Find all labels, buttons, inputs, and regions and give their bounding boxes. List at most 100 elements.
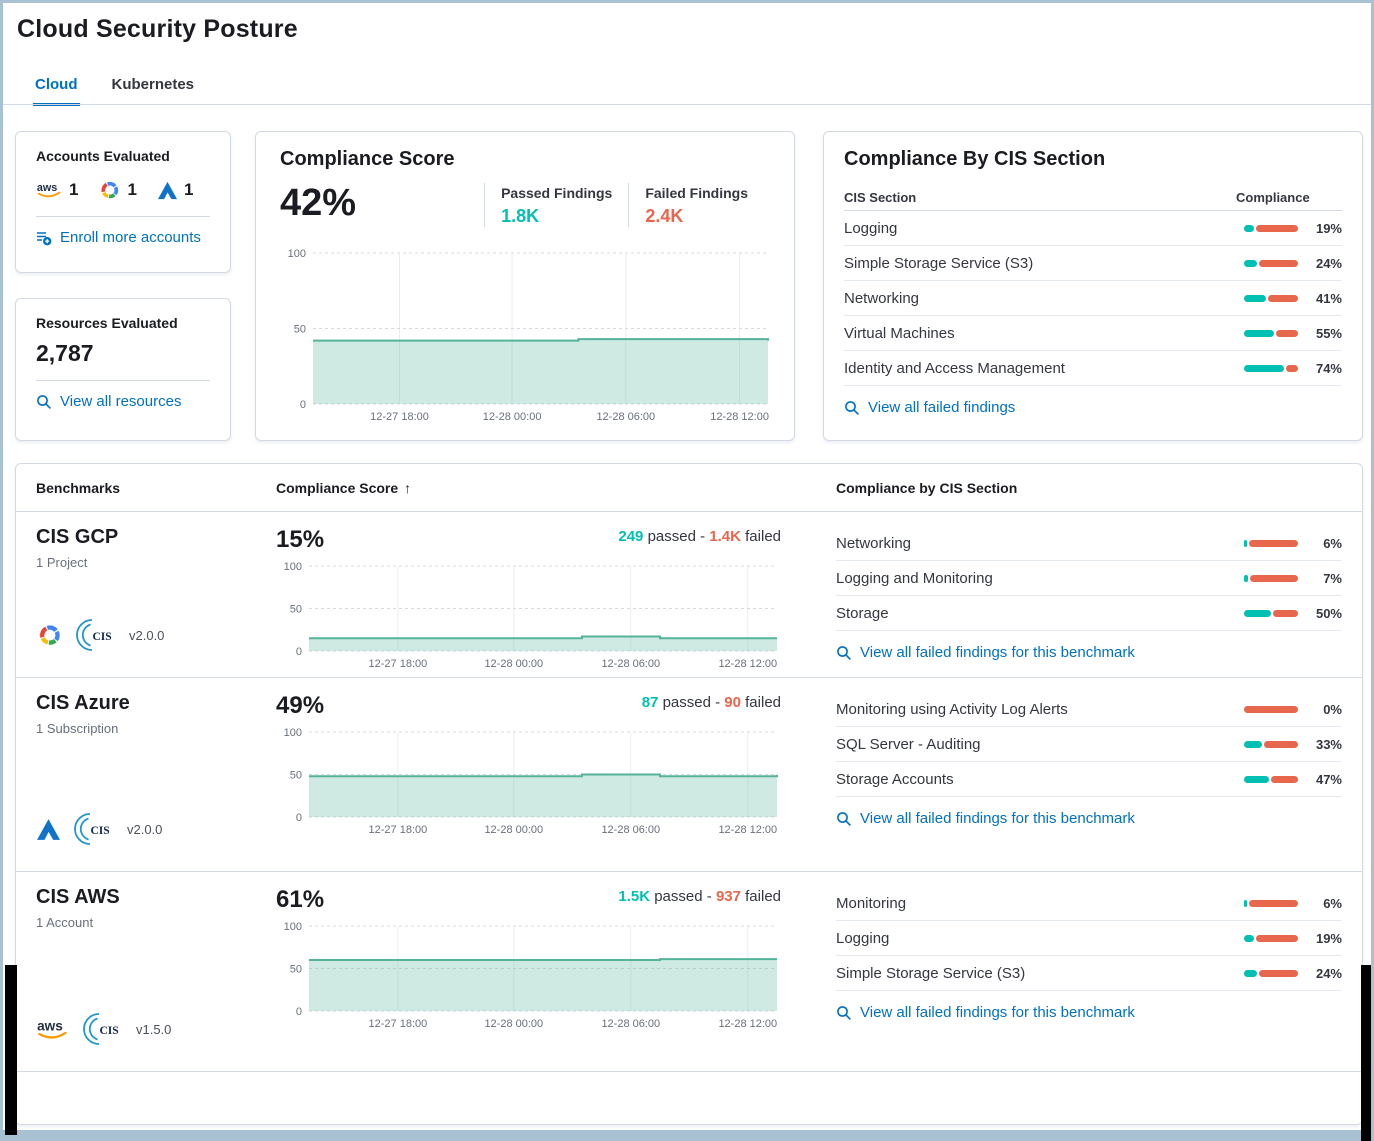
compliance-percent: 50% <box>1315 605 1342 621</box>
aws-icon: aws <box>37 1018 67 1039</box>
cis-section-row: Logging 19% <box>836 921 1342 956</box>
aws-icon: aws <box>37 182 61 198</box>
compliance-score-title: Compliance Score <box>280 148 455 170</box>
compliance-score-sort-header[interactable]: Compliance Score ↑ <box>276 480 836 511</box>
svg-text:100: 100 <box>284 561 302 573</box>
benchmark-cis-sections: Monitoring using Activity Log Alerts 0% … <box>836 692 1342 871</box>
compliance-percent: 33% <box>1315 736 1342 752</box>
svg-text:12-28 06:00: 12-28 06:00 <box>596 411 655 423</box>
svg-text:100: 100 <box>284 727 302 739</box>
search-icon <box>837 1005 851 1020</box>
cis-section-name: Logging <box>836 929 890 947</box>
view-all-resources-link[interactable]: View all resources <box>36 393 181 410</box>
svg-text:12-27 18:00: 12-27 18:00 <box>369 824 428 836</box>
svg-text:12-27 18:00: 12-27 18:00 <box>369 1018 428 1030</box>
benchmark-score: 61% <box>276 886 325 913</box>
tab-cloud-label: Cloud <box>35 76 78 93</box>
benchmark-info: CIS Azure 1 Subscription CIS v2.0.0 <box>36 692 276 871</box>
resources-count: 2,787 <box>36 340 94 366</box>
cis-section-name: Storage Accounts <box>836 770 954 788</box>
enroll-accounts-icon <box>37 231 52 245</box>
compliance-bar <box>1244 775 1298 783</box>
benchmark-cis-sections: Monitoring 6% Logging 19% Simple Storage… <box>836 886 1342 1071</box>
benchmark-version: v2.0.0 <box>127 821 163 837</box>
compliance-percent: 47% <box>1315 771 1342 787</box>
passed-failed-summary: 1.5K passed - 937 failed <box>618 888 781 905</box>
svg-text:12-28 00:00: 12-28 00:00 <box>483 411 542 423</box>
search-icon <box>37 394 51 409</box>
view-failed-findings-benchmark-link[interactable]: View all failed findings for this benchm… <box>836 644 1135 661</box>
tab-kubernetes[interactable]: Kubernetes <box>110 70 197 106</box>
svg-text:50: 50 <box>290 964 302 976</box>
compliance-percent: 55% <box>1315 325 1342 341</box>
page-header: Cloud Security Posture Cloud Kubernetes <box>3 3 1371 106</box>
cis-section-row: Networking 41% <box>844 281 1342 316</box>
tab-kubernetes-label: Kubernetes <box>111 76 195 93</box>
tab-cloud[interactable]: Cloud <box>33 70 80 106</box>
cis-benchmark-icon: CIS <box>74 813 110 845</box>
benchmark-name: CIS GCP <box>36 526 119 548</box>
passed-findings-value: 1.8K <box>501 206 540 226</box>
compliance-percent: 19% <box>1315 220 1342 236</box>
view-failed-findings-benchmark-link[interactable]: View all failed findings for this benchm… <box>836 1004 1135 1021</box>
benchmark-name: CIS AWS <box>36 886 120 908</box>
cis-section-row: Monitoring using Activity Log Alerts 0% <box>836 692 1342 727</box>
aws-count: 1 <box>69 180 79 199</box>
background-artifact-left <box>5 965 17 1135</box>
failed-findings-label: Failed Findings <box>645 185 748 201</box>
cis-section-name: Logging and Monitoring <box>836 569 993 587</box>
svg-text:0: 0 <box>300 399 306 411</box>
compliance-percent: 41% <box>1315 290 1342 306</box>
compliance-percent: 19% <box>1315 930 1342 946</box>
benchmark-trend-chart: 12-27 18:00 12-28 00:00 12-28 06:00 12-28 1… <box>284 561 778 670</box>
gcp-icon <box>40 625 60 645</box>
compliance-bar <box>1244 899 1298 907</box>
benchmark-score: 15% <box>276 526 325 553</box>
passed-failed-summary: 249 passed - 1.4K failed <box>618 528 781 545</box>
page-title: Cloud Security Posture <box>17 15 298 43</box>
benchmarks-column-header: Benchmarks <box>36 480 121 496</box>
compliance-score-card: Compliance Score 42% Passed Findings 1.8… <box>255 131 795 441</box>
svg-text:12-28 00:00: 12-28 00:00 <box>484 824 543 836</box>
view-failed-findings-benchmark-link[interactable]: View all failed findings for this benchm… <box>836 810 1135 827</box>
benchmark-subtitle: 1 Subscription <box>36 721 119 736</box>
cis-section-row: Networking 6% <box>836 526 1342 561</box>
compliance-bar <box>1244 259 1298 267</box>
compliance-bar <box>1244 329 1298 337</box>
cis-section-row: SQL Server - Auditing 33% <box>836 727 1342 762</box>
benchmark-badges: CIS v2.0.0 <box>36 811 162 847</box>
compliance-bar <box>1244 705 1298 713</box>
view-all-failed-findings-link[interactable]: View all failed findings <box>844 399 1015 416</box>
cis-section-row: Simple Storage Service (S3) 24% <box>844 246 1342 281</box>
cis-section-row: Identity and Access Management 74% <box>844 351 1342 386</box>
compliance-percent: 74% <box>1315 360 1342 376</box>
svg-text:0: 0 <box>296 812 302 824</box>
compliance-bar <box>1244 224 1298 232</box>
cis-section-row: Simple Storage Service (S3) 24% <box>836 956 1342 991</box>
cis-section-name: Networking <box>844 289 920 307</box>
benchmark-score: 49% <box>276 692 325 719</box>
svg-text:12-28 00:00: 12-28 00:00 <box>484 1018 543 1030</box>
background-artifact-right <box>1361 965 1371 1141</box>
cis-section-name: Storage <box>836 604 889 622</box>
view-failed-findings-benchmark-label: View all failed findings for this benchm… <box>860 810 1135 827</box>
benchmark-version: v2.0.0 <box>129 627 165 643</box>
compliance-bar <box>1244 364 1298 372</box>
benchmark-badges: aws CIS v1.5.0 <box>36 1011 171 1047</box>
svg-text:12-27 18:00: 12-27 18:00 <box>370 411 429 423</box>
cis-section-name: Monitoring <box>836 894 907 912</box>
enroll-more-accounts-link[interactable]: Enroll more accounts <box>36 229 201 246</box>
benchmark-name: CIS Azure <box>36 692 130 714</box>
svg-text:50: 50 <box>294 324 306 336</box>
compliance-bar <box>1244 294 1298 302</box>
card-divider <box>36 380 210 381</box>
compliance-percent: 6% <box>1323 895 1342 911</box>
gcp-count: 1 <box>127 180 137 199</box>
provider-counts: aws 1 1 1 <box>36 177 210 203</box>
cis-benchmark-icon: CIS <box>76 619 112 651</box>
compliance-bar <box>1244 934 1298 942</box>
passed-findings-label: Passed Findings <box>501 185 613 201</box>
benchmark-row-cis-gcp: CIS GCP 1 Project CIS v2.0.0 15% 249 pas… <box>16 512 1362 678</box>
compliance-score-column-label: Compliance Score <box>276 480 399 496</box>
